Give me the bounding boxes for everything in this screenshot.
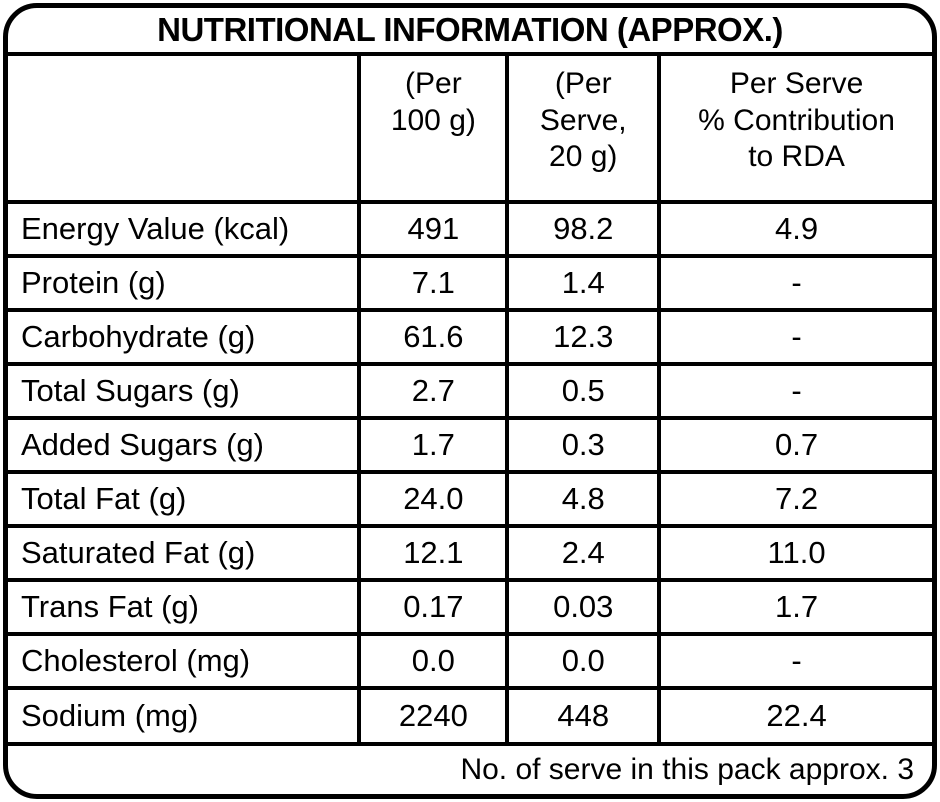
value-rda-pct: -	[657, 632, 932, 690]
value-per-100g: 1.7	[357, 416, 510, 474]
value-per-serve: 0.03	[505, 578, 662, 636]
value-rda-pct: 11.0	[657, 524, 932, 582]
value-per-serve: 98.2	[505, 200, 662, 258]
value-per-100g: 7.1	[357, 254, 510, 312]
nutrient-name: Carbohydrate (g)	[8, 308, 362, 366]
table-row: Added Sugars (g) 1.7 0.3 0.7	[8, 416, 932, 474]
value-per-serve: 4.8	[505, 470, 662, 528]
nutrient-name: Energy Value (kcal)	[8, 200, 362, 258]
nutrition-label: NUTRITIONAL INFORMATION (APPROX.) (Per 1…	[3, 3, 937, 799]
table-body: Energy Value (kcal) 491 98.2 4.9 Protein…	[8, 200, 932, 742]
value-per-100g: 2.7	[357, 362, 510, 420]
value-per-serve: 448	[505, 686, 662, 742]
nutrient-name: Added Sugars (g)	[8, 416, 362, 474]
value-per-100g: 0.0	[357, 632, 510, 690]
table-row: Protein (g) 7.1 1.4 -	[8, 254, 932, 312]
value-per-serve: 0.5	[505, 362, 662, 420]
value-per-100g: 2240	[357, 686, 510, 742]
nutrient-name: Sodium (mg)	[8, 686, 362, 742]
table-row: Sodium (mg) 2240 448 22.4	[8, 686, 932, 742]
table-row: Cholesterol (mg) 0.0 0.0 -	[8, 632, 932, 690]
header-per-100g: (Per 100 g)	[357, 56, 510, 204]
value-per-serve: 0.0	[505, 632, 662, 690]
table-header: (Per 100 g) (Per Serve, 20 g) Per Serve …	[8, 56, 932, 204]
value-rda-pct: -	[657, 362, 932, 420]
value-per-serve: 2.4	[505, 524, 662, 582]
value-per-serve: 0.3	[505, 416, 662, 474]
table-row: Total Fat (g) 24.0 4.8 7.2	[8, 470, 932, 528]
nutrient-name: Saturated Fat (g)	[8, 524, 362, 582]
table-row: Energy Value (kcal) 491 98.2 4.9	[8, 200, 932, 258]
value-rda-pct: 7.2	[657, 470, 932, 528]
table-row: Carbohydrate (g) 61.6 12.3 -	[8, 308, 932, 366]
value-rda-pct: -	[657, 308, 932, 366]
value-rda-pct: 1.7	[657, 578, 932, 636]
table-row: Saturated Fat (g) 12.1 2.4 11.0	[8, 524, 932, 582]
value-per-100g: 491	[357, 200, 510, 258]
header-row: (Per 100 g) (Per Serve, 20 g) Per Serve …	[8, 56, 932, 204]
value-per-100g: 0.17	[357, 578, 510, 636]
nutrition-table: (Per 100 g) (Per Serve, 20 g) Per Serve …	[8, 56, 932, 742]
label-title: NUTRITIONAL INFORMATION (APPROX.)	[8, 8, 932, 56]
value-per-serve: 1.4	[505, 254, 662, 312]
value-per-100g: 24.0	[357, 470, 510, 528]
value-rda-pct: 22.4	[657, 686, 932, 742]
nutrient-name: Total Sugars (g)	[8, 362, 362, 420]
nutrient-name: Cholesterol (mg)	[8, 632, 362, 690]
nutrient-name: Trans Fat (g)	[8, 578, 362, 636]
header-rda-contribution: Per Serve % Contribution to RDA	[657, 56, 932, 204]
header-per-serve: (Per Serve, 20 g)	[505, 56, 662, 204]
nutrient-name: Total Fat (g)	[8, 470, 362, 528]
serve-count-note: No. of serve in this pack approx. 3	[8, 742, 932, 794]
table-row: Total Sugars (g) 2.7 0.5 -	[8, 362, 932, 420]
value-rda-pct: 4.9	[657, 200, 932, 258]
value-rda-pct: 0.7	[657, 416, 932, 474]
value-rda-pct: -	[657, 254, 932, 312]
nutrient-name: Protein (g)	[8, 254, 362, 312]
value-per-100g: 61.6	[357, 308, 510, 366]
value-per-serve: 12.3	[505, 308, 662, 366]
table-row: Trans Fat (g) 0.17 0.03 1.7	[8, 578, 932, 636]
value-per-100g: 12.1	[357, 524, 510, 582]
header-nutrient-blank	[8, 56, 362, 204]
